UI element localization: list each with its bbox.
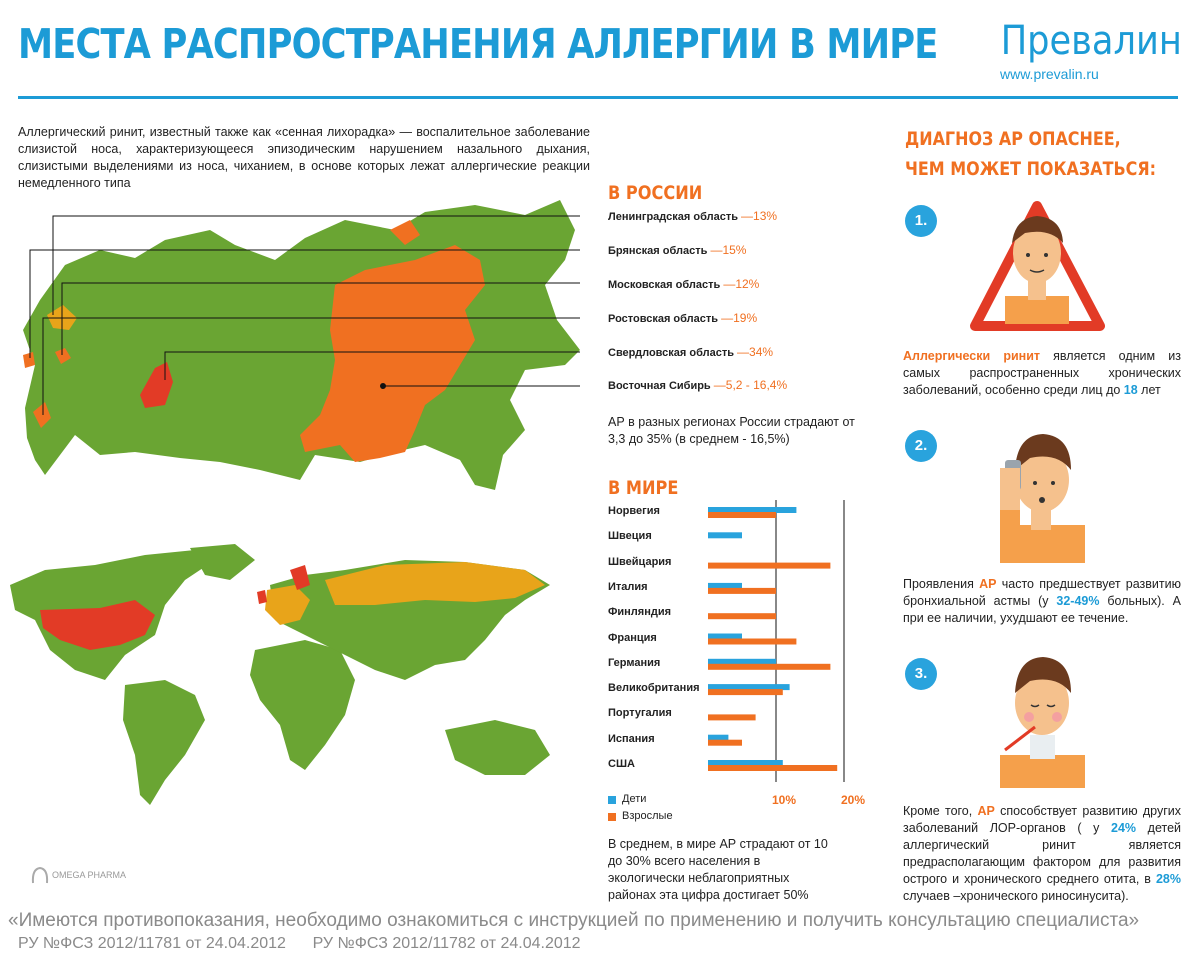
bar-adults xyxy=(708,714,756,721)
bar-children xyxy=(708,532,742,539)
bar-children xyxy=(708,760,783,766)
country-label: Норвегия xyxy=(608,505,660,517)
country-label: Швейцария xyxy=(608,555,672,568)
world-note: В среднем, в мире АР страдают от 10 до 3… xyxy=(608,837,828,902)
russia-heading: В РОССИИ xyxy=(608,182,703,204)
diagnosis-paragraph-1: Аллергически ринит является одним из сам… xyxy=(903,349,1181,397)
east-siberia-region xyxy=(300,245,485,462)
diagnosis-heading-line1: ДИАГНОЗ АР ОПАСНЕЕ, xyxy=(905,128,1121,150)
bar-children xyxy=(708,507,797,513)
region-value: —13% xyxy=(741,209,778,223)
country-label: Португалия xyxy=(608,707,672,720)
registration-1: РУ №ФСЗ 2012/11781 от 24.04.2012 xyxy=(18,935,286,952)
bar-children xyxy=(708,633,742,640)
diagnosis-paragraph-3: Кроме того, АР способствует развитию дру… xyxy=(903,804,1182,903)
fever-face-icon xyxy=(1000,657,1085,788)
disclaimer-text: «Имеются противопоказания, необходимо оз… xyxy=(8,910,1140,931)
russia-world-region xyxy=(325,562,545,605)
bar-adults xyxy=(708,765,838,771)
greenland xyxy=(190,544,255,580)
country-label: США xyxy=(608,758,635,770)
step-number-3: 3. xyxy=(905,658,937,690)
bar-adults xyxy=(708,587,776,594)
bar-adults xyxy=(708,663,831,670)
bryansk-region xyxy=(23,352,35,368)
rostov-region xyxy=(33,402,51,428)
country-label: Италия xyxy=(608,580,648,593)
country-label: Германия xyxy=(608,656,661,669)
usa-region xyxy=(40,600,155,650)
country-label: Великобритания xyxy=(608,682,700,695)
russia-green-region xyxy=(23,200,580,490)
bar-children xyxy=(708,658,776,665)
registration-numbers: РУ №ФСЗ 2012/11781 от 24.04.2012 РУ №ФСЗ… xyxy=(18,935,581,953)
region-name: Ленинградская область xyxy=(608,211,738,223)
bar-children xyxy=(708,734,729,741)
east-siberia-island xyxy=(390,220,420,245)
brand-site-link[interactable]: www.prevalin.ru xyxy=(1000,66,1099,82)
bar-children xyxy=(708,582,742,589)
country-label: Финляндия xyxy=(608,606,672,619)
registration-2: РУ №ФСЗ 2012/11782 от 24.04.2012 xyxy=(312,935,581,952)
bar-adults xyxy=(708,689,783,696)
region-row: Восточная Сибирь —5,2 - 16,4% xyxy=(608,378,787,392)
diagnosis-heading: ДИАГНОЗ АР ОПАСНЕЕ, ЧЕМ МОЖЕТ ПОКАЗАТЬСЯ… xyxy=(905,124,1156,184)
step-number-2: 2. xyxy=(905,430,937,462)
region-row: Московская область —12% xyxy=(608,277,759,291)
intro-text: Аллергический ринит, известный также как… xyxy=(18,125,590,190)
world-map xyxy=(10,544,550,805)
scandinavia-region xyxy=(290,565,310,590)
brand-logo: Превалин xyxy=(1000,18,1182,64)
region-value: —34% xyxy=(737,345,774,359)
bar-adults xyxy=(708,739,742,746)
region-name: Брянская область xyxy=(608,245,708,257)
world-heading: В МИРЕ xyxy=(608,477,679,499)
region-value: —19% xyxy=(721,311,758,325)
bar-children xyxy=(708,684,790,691)
south-america xyxy=(123,680,205,805)
region-name: Московская область xyxy=(608,279,721,291)
africa xyxy=(250,640,355,770)
tick-20-label: 20% xyxy=(841,793,866,807)
region-name: Восточная Сибирь xyxy=(608,380,711,392)
callout-lines xyxy=(29,215,580,415)
russia-note: АР в разных регионах России страдают от … xyxy=(608,415,855,446)
region-name: Свердловская область xyxy=(608,347,734,359)
moscow-region xyxy=(55,348,71,364)
omega-pharma-logo: OMEGA PHARMA xyxy=(52,870,127,880)
region-name: Ростовская область xyxy=(608,313,719,325)
australia xyxy=(445,720,550,775)
bar-adults xyxy=(708,638,797,645)
europe-region xyxy=(265,585,310,625)
country-label: Франция xyxy=(608,631,657,644)
diagnosis-heading-line2: ЧЕМ МОЖЕТ ПОКАЗАТЬСЯ: xyxy=(905,158,1157,180)
legend-children-label: Дети xyxy=(622,793,647,805)
omega-pharma-logo-icon xyxy=(31,866,49,884)
bar-adults xyxy=(708,512,776,518)
inhaler-face-icon xyxy=(1000,434,1085,563)
region-value: —12% xyxy=(723,277,760,291)
tick-10-label: 10% xyxy=(772,793,797,807)
region-row: Ленинградская область —13% xyxy=(608,209,777,223)
region-row: Свердловская область —34% xyxy=(608,345,773,359)
header-divider xyxy=(18,96,1178,99)
region-row: Брянская область —15% xyxy=(608,243,746,257)
region-value: —5,2 - 16,4% xyxy=(713,378,788,392)
region-row: Ростовская область —19% xyxy=(608,311,757,325)
russia-map xyxy=(23,200,580,490)
region-value: —15% xyxy=(710,243,747,257)
country-label: Швеция xyxy=(608,530,652,543)
diagnosis-paragraph-2: Проявления АР часто предшествует развити… xyxy=(903,577,1181,625)
world-bar-chart xyxy=(708,500,845,782)
legend-adults-label: Взрослые xyxy=(622,810,673,822)
bar-adults xyxy=(708,613,776,620)
step-number-1: 1. xyxy=(905,205,937,237)
legend-adults-swatch xyxy=(608,813,616,821)
bar-adults xyxy=(708,562,831,569)
country-label: Испания xyxy=(608,732,655,745)
warning-face-icon xyxy=(970,201,1105,331)
uk-region xyxy=(257,590,267,604)
legend-children-swatch xyxy=(608,796,616,804)
page-title: МЕСТА РАСПРОСТРАНЕНИЯ АЛЛЕРГИИ В МИРЕ xyxy=(18,20,938,68)
